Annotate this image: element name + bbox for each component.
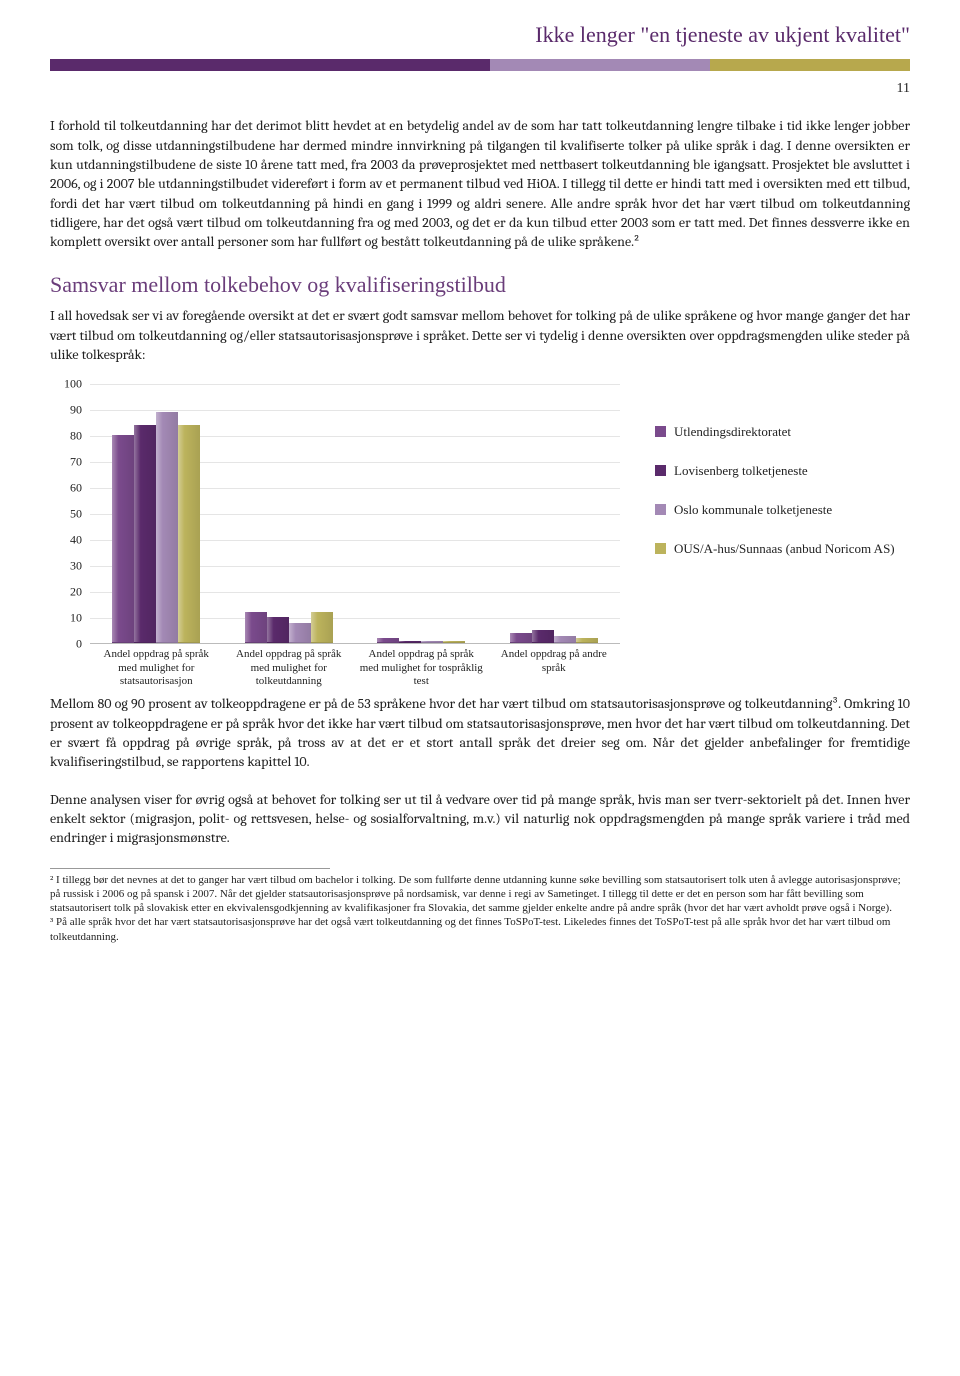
bar bbox=[245, 612, 267, 643]
chart-plot-area: 0102030405060708090100 Andel oppdrag på … bbox=[50, 384, 630, 684]
paragraph-2: I all hovedsak ser vi av foregående over… bbox=[50, 306, 910, 364]
legend-swatch bbox=[655, 543, 666, 554]
x-axis-labels: Andel oppdrag på språk med mulighet for … bbox=[90, 648, 620, 688]
paragraph-3: Mellom 80 og 90 prosent av tolkeoppdrage… bbox=[50, 694, 910, 771]
bar bbox=[554, 636, 576, 644]
bar-chart: 0102030405060708090100 Andel oppdrag på … bbox=[50, 384, 910, 684]
chart-legend: Utlendingsdirektoratet Lovisenberg tolket… bbox=[630, 384, 895, 684]
header-color-bars bbox=[50, 59, 910, 71]
bar bbox=[267, 617, 289, 643]
bar bbox=[443, 641, 465, 644]
y-tick: 50 bbox=[70, 506, 82, 523]
footnotes-wide: ² I tillegg bør det nevnes at det to gan… bbox=[50, 873, 910, 944]
bar-segment-1 bbox=[50, 59, 490, 71]
bar bbox=[289, 623, 311, 644]
y-tick: 40 bbox=[70, 532, 82, 549]
footnote-3: ³ På alle språk hvor det har vært statsa… bbox=[50, 915, 910, 944]
bar-group bbox=[508, 630, 600, 643]
legend-item: OUS/A-hus/Sunnaas (anbud Noricom AS) bbox=[655, 541, 895, 558]
y-tick: 90 bbox=[70, 402, 82, 419]
bar bbox=[510, 633, 532, 643]
y-tick: 0 bbox=[76, 636, 82, 653]
bar-group bbox=[375, 638, 467, 643]
y-tick: 100 bbox=[64, 376, 82, 393]
x-label: Andel oppdrag på språk med mulighet for … bbox=[355, 648, 488, 688]
legend-label: Oslo kommunale tolketjeneste bbox=[674, 502, 832, 519]
section-heading: Samsvar mellom tolkebehov og kvalifiseri… bbox=[50, 270, 910, 301]
legend-item: Utlendingsdirektoratet bbox=[655, 424, 895, 441]
y-tick: 70 bbox=[70, 454, 82, 471]
footnote-2: ² I tillegg bør det nevnes at det to gan… bbox=[50, 873, 910, 916]
y-axis: 0102030405060708090100 bbox=[50, 384, 86, 644]
y-tick: 10 bbox=[70, 610, 82, 627]
y-tick: 80 bbox=[70, 428, 82, 445]
legend-item: Oslo kommunale tolketjeneste bbox=[655, 502, 895, 519]
bar bbox=[377, 638, 399, 643]
x-label: Andel oppdrag på andre språk bbox=[488, 648, 621, 688]
y-tick: 20 bbox=[70, 584, 82, 601]
legend-label: Utlendingsdirektoratet bbox=[674, 424, 791, 441]
legend-swatch bbox=[655, 465, 666, 476]
y-tick: 30 bbox=[70, 558, 82, 575]
bar bbox=[399, 641, 421, 644]
legend-swatch bbox=[655, 504, 666, 515]
paragraph-4: Denne analysen viser for øvrig også at b… bbox=[50, 790, 910, 848]
legend-item: Lovisenberg tolketjeneste bbox=[655, 463, 895, 480]
y-tick: 60 bbox=[70, 480, 82, 497]
plot-region bbox=[90, 384, 620, 644]
bar bbox=[421, 641, 443, 644]
bar bbox=[576, 638, 598, 643]
legend-swatch bbox=[655, 426, 666, 437]
x-label: Andel oppdrag på språk med mulighet for … bbox=[90, 648, 223, 688]
bar-group bbox=[110, 412, 202, 643]
legend-label: Lovisenberg tolketjeneste bbox=[674, 463, 808, 480]
bar bbox=[178, 425, 200, 643]
bar bbox=[112, 435, 134, 643]
legend-label: OUS/A-hus/Sunnaas (anbud Noricom AS) bbox=[674, 541, 895, 558]
bar bbox=[532, 630, 554, 643]
page-title: Ikke lenger "en tjeneste av ukjent kvali… bbox=[50, 20, 910, 51]
bar-group bbox=[243, 612, 335, 643]
bar bbox=[156, 412, 178, 643]
bar-segment-2 bbox=[490, 59, 710, 71]
x-label: Andel oppdrag på språk med mulighet for … bbox=[223, 648, 356, 688]
bar-segment-3 bbox=[710, 59, 910, 71]
paragraph-1: I forhold til tolkeutdanning har det der… bbox=[50, 116, 910, 251]
page-number: 11 bbox=[50, 79, 910, 99]
bar bbox=[134, 425, 156, 643]
bar bbox=[311, 612, 333, 643]
